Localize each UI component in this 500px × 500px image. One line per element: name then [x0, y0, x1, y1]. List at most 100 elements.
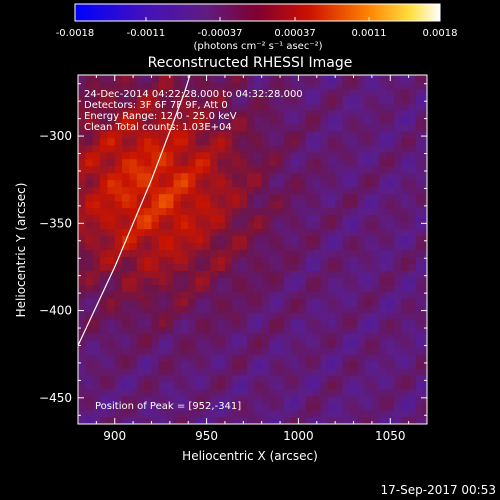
- heatmap-cell: [180, 375, 189, 383]
- heatmap-cell: [305, 361, 314, 369]
- heatmap-cell: [85, 361, 94, 369]
- heatmap-cell: [166, 333, 175, 341]
- heatmap-cell: [166, 123, 175, 132]
- heatmap-cell: [239, 249, 248, 257]
- heatmap-cell: [320, 116, 329, 125]
- heatmap-cell: [401, 144, 410, 153]
- heatmap-cell: [129, 263, 138, 271]
- heatmap-cell: [254, 256, 263, 264]
- heatmap-cell: [415, 95, 424, 104]
- heatmap-cell: [335, 186, 344, 195]
- heatmap-cell: [195, 81, 204, 90]
- heatmap-cell: [85, 137, 94, 146]
- heatmap-cell: [261, 75, 270, 83]
- heatmap-cell: [401, 165, 410, 174]
- heatmap-cell: [415, 417, 424, 424]
- heatmap-cell: [92, 186, 101, 195]
- heatmap-cell: [386, 305, 395, 313]
- heatmap-cell: [327, 200, 336, 209]
- heatmap-cell: [173, 277, 182, 285]
- heatmap-cell: [78, 382, 86, 390]
- heatmap-cell: [320, 95, 329, 104]
- heatmap-cell: [239, 347, 248, 355]
- heatmap-cell: [313, 109, 321, 118]
- heatmap-cell: [144, 354, 152, 362]
- heatmap-cell: [107, 102, 116, 111]
- heatmap-cell: [415, 410, 424, 418]
- heatmap-cell: [291, 151, 299, 160]
- y-tick-label: −350: [39, 216, 72, 230]
- heatmap-cell: [158, 214, 167, 223]
- heatmap-cell: [224, 396, 233, 404]
- heatmap-cell: [423, 277, 427, 285]
- heatmap-cell: [210, 368, 219, 376]
- heatmap-cell: [349, 340, 358, 348]
- heatmap-cell: [166, 354, 175, 362]
- heatmap-cell: [276, 151, 285, 160]
- heatmap-cell: [107, 319, 116, 327]
- heatmap-cell: [349, 256, 358, 264]
- heatmap-cell: [335, 214, 344, 223]
- heatmap-cell: [92, 270, 101, 278]
- y-tick-label: −300: [39, 129, 72, 143]
- heatmap-cell: [291, 389, 299, 397]
- heatmap-cell: [136, 333, 145, 341]
- heatmap-cell: [269, 298, 277, 306]
- heatmap-cell: [188, 277, 197, 285]
- heatmap-cell: [423, 102, 427, 111]
- heatmap-cell: [210, 193, 219, 202]
- heatmap-cell: [246, 340, 255, 348]
- heatmap-cell: [210, 81, 219, 90]
- heatmap-cell: [180, 277, 189, 285]
- heatmap-cell: [188, 137, 197, 146]
- heatmap-cell: [122, 81, 130, 90]
- heatmap-cell: [224, 347, 233, 355]
- heatmap-cell: [210, 214, 219, 223]
- heatmap-cell: [224, 88, 233, 97]
- heatmap-cell: [144, 151, 152, 160]
- heatmap-cell: [313, 130, 321, 139]
- heatmap-cell: [246, 263, 255, 271]
- heatmap-cell: [217, 172, 226, 181]
- heatmap-cell: [393, 249, 402, 257]
- heatmap-cell: [129, 165, 138, 174]
- heatmap-cell: [92, 305, 101, 313]
- heatmap-cell: [239, 144, 248, 153]
- heatmap-cell: [364, 102, 373, 111]
- heatmap-cell: [393, 347, 402, 355]
- heatmap-cell: [269, 186, 277, 195]
- heatmap-cell: [371, 123, 380, 132]
- heatmap-cell: [423, 270, 427, 278]
- heatmap-cell: [202, 368, 211, 376]
- heatmap-cell: [401, 340, 410, 348]
- heatmap-cell: [239, 291, 248, 299]
- heatmap-cell: [122, 186, 130, 195]
- heatmap-cell: [342, 389, 351, 397]
- heatmap-cell: [386, 123, 395, 132]
- heatmap-cell: [276, 102, 285, 111]
- heatmap-cell: [269, 403, 277, 411]
- heatmap-cell: [210, 186, 219, 195]
- heatmap-cell: [210, 403, 219, 411]
- heatmap-cell: [166, 277, 175, 285]
- heatmap-cell: [180, 396, 189, 404]
- heatmap-cell: [217, 109, 226, 118]
- heatmap-cell: [202, 193, 211, 202]
- heatmap-cell: [100, 200, 108, 209]
- heatmap-cell: [269, 249, 277, 257]
- heatmap-cell: [202, 382, 211, 390]
- heatmap-cell: [173, 389, 182, 397]
- heatmap-cell: [320, 235, 329, 244]
- heatmap-cell: [379, 75, 388, 83]
- heatmap-cell: [283, 130, 292, 139]
- heatmap-cell: [335, 389, 344, 397]
- heatmap-cell: [415, 277, 424, 285]
- heatmap-cell: [305, 284, 314, 292]
- heatmap-cell: [224, 361, 233, 369]
- heatmap-cell: [188, 179, 197, 188]
- heatmap-cell: [129, 277, 138, 285]
- heatmap-cell: [151, 207, 160, 216]
- heatmap-cell: [335, 172, 344, 181]
- heatmap-cell: [357, 81, 366, 90]
- heatmap-cell: [122, 312, 130, 320]
